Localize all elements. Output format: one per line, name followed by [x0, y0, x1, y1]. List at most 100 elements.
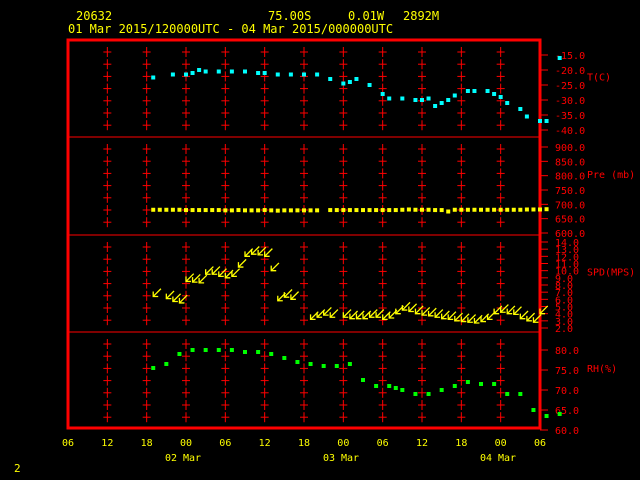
wind-arrow-head — [323, 310, 329, 316]
humidity-point — [321, 364, 326, 368]
pressure-point — [544, 207, 549, 212]
pressure-point — [347, 208, 352, 213]
wind-arrow-head — [532, 317, 539, 323]
temperature-point — [446, 98, 451, 102]
y-tick-label: 850.0 — [555, 157, 585, 168]
wind-arrow-head — [172, 296, 178, 303]
chart-frame — [66, 38, 542, 430]
wind-arrow — [414, 305, 424, 315]
temperature-point — [387, 96, 392, 101]
panel-label: RH(%) — [587, 364, 617, 375]
wind-arrow-head — [198, 277, 205, 284]
wind-arrow-shaft — [401, 301, 411, 311]
pressure-point — [485, 207, 490, 212]
wind-arrow-head — [434, 312, 441, 318]
station-lon: 0.01W — [348, 9, 385, 23]
humidity-point — [347, 362, 352, 366]
humidity-point — [393, 386, 398, 390]
y-tick-label: -40.0 — [555, 126, 585, 137]
y-tick-label: 800.0 — [555, 172, 585, 183]
wind-arrow-head — [427, 310, 434, 317]
x-tick-label: 18 — [455, 438, 467, 449]
wind-arrow — [427, 307, 437, 317]
pressure-point — [275, 208, 280, 213]
pressure-point — [413, 207, 418, 212]
wind-arrow — [355, 310, 365, 320]
wind-arrow-shaft — [237, 258, 247, 268]
y-tick-label: 650.0 — [555, 215, 585, 226]
temperature-point — [203, 69, 208, 74]
wind-arrow-shaft — [270, 262, 280, 272]
pressure-point — [374, 208, 379, 213]
wind-arrow-shaft — [355, 310, 365, 320]
humidity-point — [557, 412, 562, 416]
wind-arrow — [434, 309, 444, 318]
humidity-point — [190, 348, 195, 352]
pressure-point — [157, 207, 162, 212]
humidity-point — [282, 356, 287, 360]
humidity-point — [439, 388, 444, 392]
x-tick-label: 00 — [337, 438, 349, 449]
x-tick-label: 12 — [259, 438, 271, 449]
wind-arrow — [342, 309, 352, 318]
y-tick-label: 6.0 — [555, 295, 573, 306]
wind-arrow-shaft — [441, 310, 450, 320]
wind-arrow — [290, 291, 300, 300]
temperature-point — [256, 71, 261, 75]
wind-arrow-shaft — [290, 291, 300, 300]
wind-arrow-head — [277, 295, 283, 302]
pressure-point — [439, 208, 444, 213]
wind-arrow — [539, 305, 549, 315]
wind-arrow-head — [480, 316, 486, 323]
pressure-point — [151, 207, 156, 212]
wind-arrow-head — [152, 291, 159, 298]
wind-arrow-shaft — [434, 309, 444, 318]
pressure-point — [452, 207, 457, 212]
wind-arrow — [441, 310, 450, 320]
wind-arrow-head — [191, 277, 198, 283]
temperature-point — [367, 83, 372, 87]
pressure-point — [367, 208, 372, 213]
temperature-point — [544, 119, 549, 123]
y-tick-label: 900.0 — [555, 143, 585, 154]
y-tick-label: -25.0 — [555, 81, 585, 92]
pressure-point — [269, 208, 274, 213]
temperature-point — [170, 72, 175, 77]
humidity-point — [334, 364, 339, 368]
humidity-point — [151, 366, 156, 370]
pressure-point — [446, 209, 451, 214]
wind-arrow-head — [519, 313, 526, 320]
wind-arrow-shaft — [205, 266, 214, 275]
wind-arrow-shaft — [264, 248, 273, 257]
pressure-point — [354, 208, 359, 213]
wind-arrow-shaft — [198, 274, 208, 284]
wind-arrow-head — [231, 271, 237, 278]
temperature-point — [315, 72, 320, 77]
temperature-point — [341, 81, 346, 86]
temperature-point — [420, 98, 424, 102]
wind-arrow-shaft — [460, 313, 470, 323]
wind-arrow — [447, 311, 457, 321]
wind-arrow-head — [316, 312, 323, 318]
y-tick-label: 4.0 — [555, 310, 573, 321]
pressure-point — [433, 208, 438, 213]
humidity-point — [164, 362, 169, 366]
wind-arrow-shaft — [532, 314, 542, 323]
wind-arrow-shaft — [323, 306, 332, 316]
wind-arrow — [532, 314, 542, 323]
pressure-point — [420, 207, 424, 212]
wind-arrow — [454, 312, 463, 322]
humidity-point — [216, 348, 221, 352]
station-elev: 2892M — [403, 9, 440, 23]
humidity-point — [479, 382, 483, 386]
wind-arrow — [408, 303, 418, 313]
y-tick-label: 80.0 — [555, 346, 579, 357]
pressure-point — [177, 207, 182, 212]
pressure-point — [426, 207, 431, 212]
pressure-point — [308, 208, 313, 213]
humidity-point — [426, 392, 431, 396]
x-tick-label: 06 — [219, 438, 231, 449]
temperature-point — [426, 96, 431, 101]
y-tick-label: -15.0 — [555, 51, 585, 62]
wind-arrow-shaft — [165, 290, 175, 300]
